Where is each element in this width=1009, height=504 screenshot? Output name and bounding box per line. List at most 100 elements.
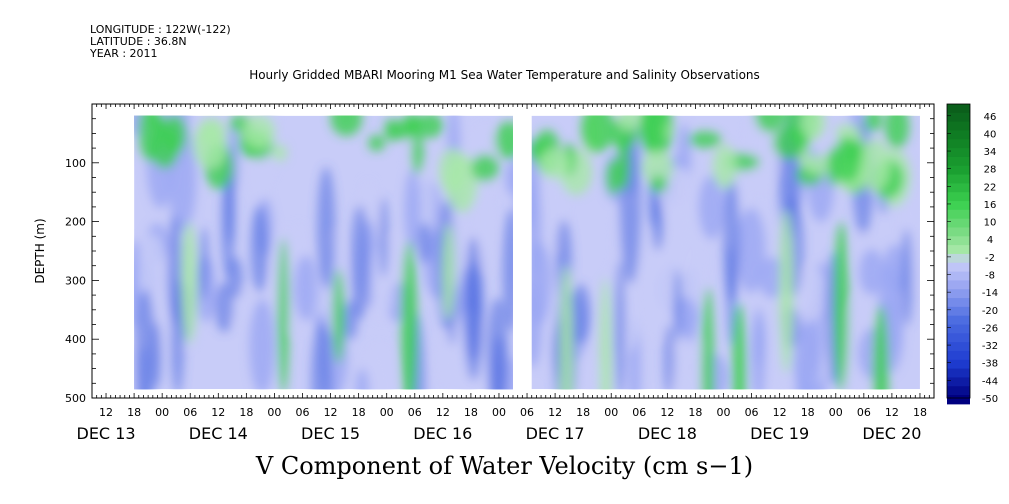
y-axis-label: DEPTH (m) (33, 218, 47, 283)
colorbar-band (947, 139, 970, 149)
field-patch (800, 115, 826, 140)
x-hour-label: 00 (380, 406, 394, 419)
field-patch (162, 115, 187, 155)
field-patch (370, 239, 395, 321)
x-hour-label: 18 (352, 406, 366, 419)
field-patch (664, 165, 691, 222)
field-patch (827, 147, 840, 187)
field-patch (900, 228, 913, 327)
x-hour-label: 12 (211, 406, 225, 419)
field-patch (723, 179, 740, 303)
x-hour-label: 06 (632, 406, 646, 419)
colorbar-band (947, 130, 970, 140)
field-patch (199, 227, 209, 301)
field-patch (732, 303, 746, 390)
field-patch (197, 118, 226, 147)
colorbar-band (947, 377, 970, 387)
field-patch (343, 299, 358, 341)
field-patch (401, 241, 417, 390)
field-patch (311, 321, 333, 390)
colorbar-band (947, 112, 970, 123)
field-patch (243, 115, 276, 149)
axes: 12 18 00 06 12 18 00 06 12 18 00 06 12 18 00 06 12 18 00 06… (65, 103, 935, 443)
x-hour-label: 06 (745, 406, 759, 419)
colorbar-label: -8 (985, 271, 995, 282)
x-hour-label: 12 (885, 406, 899, 419)
field-patch (317, 166, 336, 290)
x-hour-label: 00 (267, 406, 281, 419)
x-hour-label: 12 (660, 406, 674, 419)
colorbar-label: -14 (982, 288, 998, 299)
field-patch (463, 236, 484, 381)
field-patch (356, 368, 369, 390)
x-hour-label: 18 (913, 406, 927, 419)
colorbar-band (947, 368, 970, 378)
x-hour-label: 06 (408, 406, 422, 419)
field-patch (641, 115, 667, 150)
field-patch (755, 115, 785, 133)
colorbar-band (947, 201, 970, 211)
y-tick-label: 400 (65, 333, 86, 346)
x-day-label: DEC 17 (526, 424, 585, 443)
x-hour-label: 00 (717, 406, 731, 419)
colorbar-band (947, 315, 970, 325)
field-patch (581, 115, 615, 153)
colorbar-label: -26 (982, 323, 998, 334)
x-hour-label: 18 (576, 406, 590, 419)
field-patch (793, 324, 821, 390)
field-patch (471, 154, 499, 182)
colorbar-band (947, 192, 970, 202)
colorbar-band (947, 395, 970, 405)
field-patch (643, 238, 671, 340)
y-tick-label: 500 (65, 392, 86, 405)
x-day-label: DEC 20 (862, 424, 921, 443)
colorbar-label: 16 (984, 200, 997, 211)
field-patch (181, 222, 198, 344)
field-patch (698, 175, 725, 240)
x-day-label: DEC 15 (301, 424, 360, 443)
field-patch (278, 237, 289, 390)
colorbar-label: 46 (984, 112, 997, 123)
colorbar-label: 22 (984, 182, 997, 193)
colorbar-band (947, 324, 970, 334)
colorbar-band (947, 245, 970, 255)
field-patch (404, 169, 421, 251)
colorbar-label: 40 (984, 129, 997, 140)
colorbar-band (947, 289, 970, 299)
x-hour-label: 18 (801, 406, 815, 419)
gap-mask (513, 113, 532, 392)
data-gap (513, 113, 532, 392)
field-patch (753, 318, 766, 367)
field-patch (803, 154, 834, 176)
field-patch (249, 299, 275, 390)
x-hour-label: 18 (464, 406, 478, 419)
field-patch (411, 133, 424, 174)
x-hour-label: 00 (155, 406, 169, 419)
x-hour-label: 12 (324, 406, 338, 419)
y-tick-label: 100 (65, 157, 86, 170)
colorbar-band (947, 271, 970, 281)
y-tick-label: 200 (65, 216, 86, 229)
colorbar: 46 40 34 28 22 16 10 4 -2 -8 -14 -20 -26 -32 -38 -44 -50 (946, 103, 998, 405)
field-patch (599, 277, 612, 390)
field-patch (294, 255, 318, 321)
colorbar-band (947, 227, 970, 237)
x-hour-label: 18 (239, 406, 253, 419)
colorbar-band (947, 262, 970, 273)
field-patch (864, 115, 882, 132)
field-patch (859, 248, 884, 295)
field-patch (478, 196, 492, 272)
y-tick-label: 300 (65, 274, 86, 287)
colorbar-band (947, 306, 970, 317)
field-patch (674, 341, 704, 390)
x-hour-label: 18 (688, 406, 702, 419)
x-hour-label: 12 (548, 406, 562, 419)
x-hour-label: 06 (296, 406, 310, 419)
field-patch (441, 223, 456, 320)
field-patch (884, 115, 910, 149)
colorbar-band (947, 209, 970, 220)
field-patch (525, 241, 552, 326)
field-patch (832, 137, 862, 183)
colorbar-band (947, 174, 970, 184)
x-day-label: DEC 19 (750, 424, 809, 443)
